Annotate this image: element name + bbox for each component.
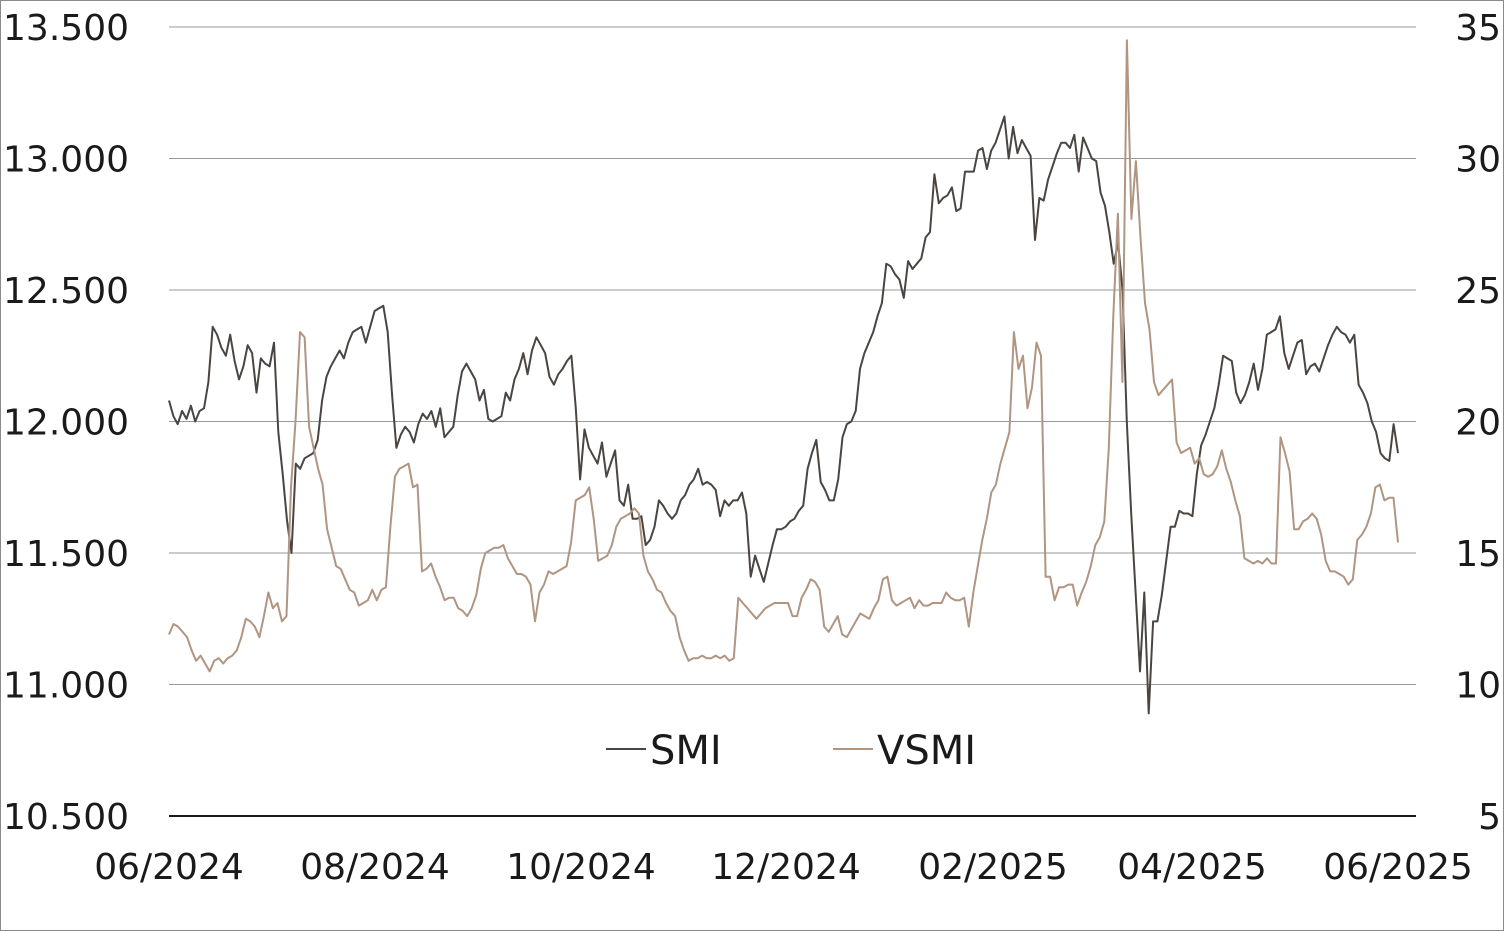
right-tick-label: 35 bbox=[1455, 8, 1501, 49]
x-tick-label: 06/2024 bbox=[94, 847, 244, 888]
left-tick-label: 13.500 bbox=[3, 8, 129, 49]
x-tick-label: 02/2025 bbox=[918, 847, 1068, 888]
gridlines bbox=[169, 26, 1416, 817]
left-axis-ticks: 13.500 13.000 12.500 12.000 11.500 11.000 10.5… bbox=[3, 8, 129, 838]
right-tick-label: 15 bbox=[1455, 534, 1501, 575]
x-tick-label: 04/2025 bbox=[1117, 847, 1267, 888]
x-tick-label: 12/2024 bbox=[711, 847, 861, 888]
legend-label-vsmi: VSMI bbox=[877, 728, 976, 774]
series-lines bbox=[168, 39, 1399, 715]
legend: SMI VSMI bbox=[606, 728, 976, 774]
left-tick-label: 10.500 bbox=[3, 797, 129, 838]
left-tick-label: 13.000 bbox=[3, 140, 129, 181]
legend-label-smi: SMI bbox=[650, 728, 722, 774]
right-tick-label: 5 bbox=[1478, 797, 1501, 838]
x-axis-ticks: 06/2024 08/2024 10/2024 12/2024 02/2025 04/20… bbox=[94, 847, 1473, 888]
left-tick-label: 12.000 bbox=[3, 403, 129, 444]
series-line-vsmi bbox=[168, 39, 1399, 673]
left-tick-label: 11.000 bbox=[3, 666, 129, 707]
left-tick-label: 12.500 bbox=[3, 271, 129, 312]
series-line-smi bbox=[168, 115, 1399, 715]
x-tick-label: 06/2025 bbox=[1323, 847, 1473, 888]
right-tick-label: 25 bbox=[1455, 271, 1501, 312]
x-tick-label: 08/2024 bbox=[300, 847, 450, 888]
right-tick-label: 10 bbox=[1455, 666, 1501, 707]
right-tick-label: 20 bbox=[1455, 403, 1501, 444]
right-axis-ticks: 35 30 25 20 15 10 5 bbox=[1455, 8, 1501, 838]
right-tick-label: 30 bbox=[1455, 140, 1501, 181]
x-tick-label: 10/2024 bbox=[506, 847, 656, 888]
left-tick-label: 11.500 bbox=[3, 534, 129, 575]
